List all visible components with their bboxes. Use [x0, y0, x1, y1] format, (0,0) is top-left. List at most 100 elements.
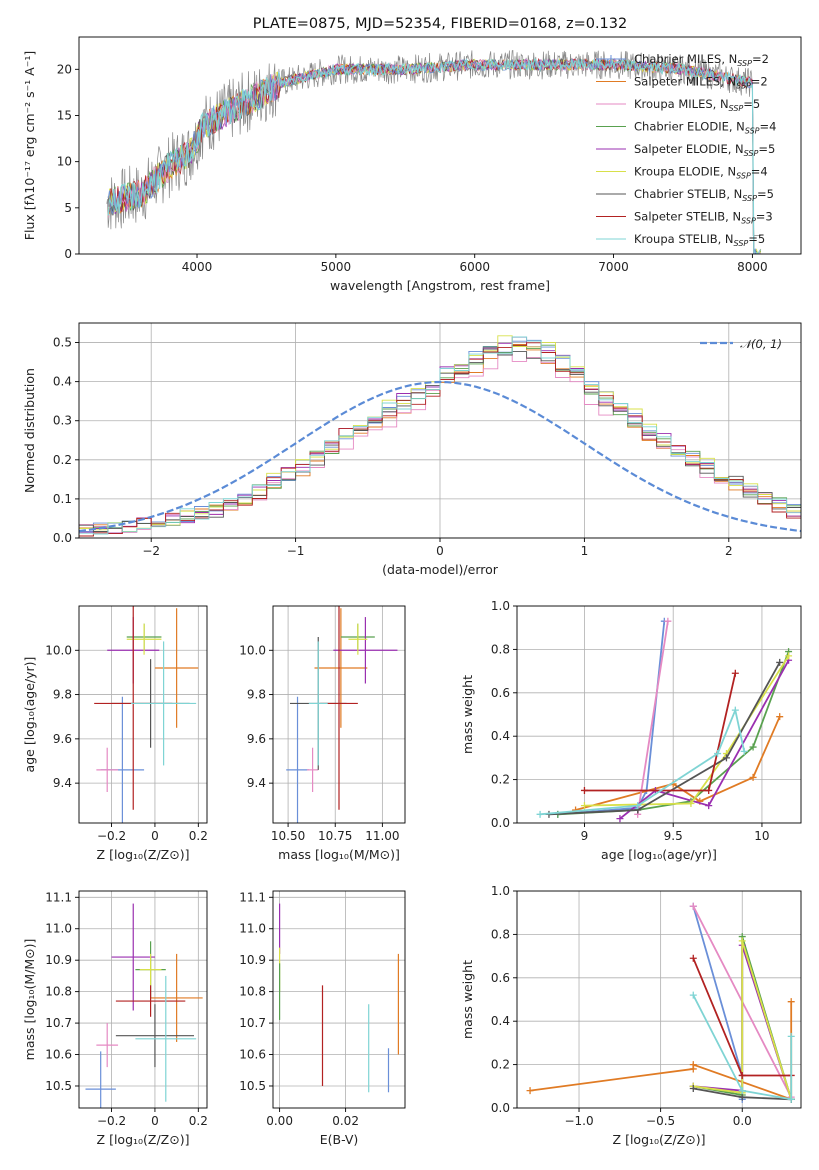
- x-tick-label: 9.5: [664, 829, 683, 843]
- x-tick-label: −0.5: [646, 1114, 675, 1128]
- x-axis-label: age [log₁₀(age/yr)]: [601, 847, 717, 862]
- weight-marker: [738, 1093, 746, 1101]
- plot-area-age-vs-Z: [79, 606, 207, 823]
- plot-area-weight-vs-age: [517, 606, 801, 823]
- x-axis-label: Z [log₁₀(Z/Z⊙)]: [97, 847, 190, 862]
- weight-marker: [664, 617, 672, 625]
- y-tick-label: 0.6: [491, 971, 510, 985]
- plot-area-weight-vs-Z: [517, 891, 801, 1108]
- weight-marker: [785, 652, 793, 660]
- weight-marker: [689, 902, 697, 910]
- x-tick-label: 8000: [737, 260, 768, 274]
- legend-entry: Salpeter MILES, NSSP=2: [634, 75, 768, 91]
- y-tick-label: 9.6: [53, 732, 72, 746]
- x-tick-label: 2: [725, 544, 733, 558]
- legend-entry: Kroupa STELIB, NSSP=5: [634, 232, 765, 248]
- legend-entry: Salpeter ELODIE, NSSP=5: [634, 142, 775, 158]
- y-tick-label: 1.0: [491, 884, 510, 898]
- axes-frame-spectrum: [78, 36, 802, 255]
- x-tick-label: 4000: [182, 260, 213, 274]
- y-tick-label: 0.2: [53, 453, 72, 467]
- weight-marker: [580, 802, 588, 810]
- x-tick-label: −1.0: [564, 1114, 593, 1128]
- weight-marker: [616, 815, 624, 823]
- x-axis-label: mass [log₁₀(M/M⊙)]: [278, 847, 400, 862]
- y-tick-label: 0.5: [53, 336, 72, 350]
- weight-marker: [687, 799, 695, 807]
- weight-marker: [731, 706, 739, 714]
- legend-entry: Salpeter STELIB, NSSP=3: [634, 210, 773, 226]
- y-tick-label: 0.4: [491, 1014, 510, 1028]
- x-tick-label: 0.2: [189, 829, 208, 843]
- y-axis-label: Normed distribution: [22, 368, 37, 493]
- weight-line: [693, 940, 793, 1100]
- y-tick-label: 11.0: [45, 922, 72, 936]
- y-tick-label: 15: [57, 108, 72, 122]
- plot-area-mass-vs-ebv: [273, 891, 405, 1108]
- y-tick-label: 10.0: [45, 643, 72, 657]
- y-tick-label: 0: [64, 247, 72, 261]
- x-axis-label: wavelength [Angstrom, rest frame]: [330, 278, 550, 293]
- gaussian-curve: [79, 380, 801, 533]
- weight-marker: [689, 991, 697, 999]
- weight-marker: [705, 802, 713, 810]
- axes-frame-age-vs-mass: [272, 605, 406, 824]
- weight-marker: [689, 954, 697, 962]
- axes-frame-age-vs-Z: [78, 605, 208, 824]
- x-axis-label: (data-model)/error: [382, 562, 499, 577]
- weight-marker: [722, 754, 730, 762]
- y-tick-label: 10.7: [239, 1016, 266, 1030]
- weight-marker: [731, 669, 739, 677]
- y-tick-label: 0.3: [53, 414, 72, 428]
- figure-title: PLATE=0875, MJD=52354, FIBERID=0168, z=0…: [253, 16, 627, 32]
- y-tick-label: 5: [64, 201, 72, 215]
- weight-marker: [714, 750, 722, 758]
- weight-marker: [689, 1061, 697, 1069]
- x-tick-label: −2: [142, 544, 160, 558]
- y-tick-label: 10.5: [239, 1079, 266, 1093]
- x-tick-label: 5000: [321, 260, 352, 274]
- weight-marker: [787, 1095, 795, 1103]
- y-tick-label: 9.6: [247, 732, 266, 746]
- x-axis-label: Z [log₁₀(Z/Z⊙)]: [97, 1132, 190, 1147]
- legend-entry: Chabrier STELIB, NSSP=5: [634, 187, 774, 203]
- x-tick-label: 11.00: [365, 829, 399, 843]
- weight-marker: [740, 747, 748, 755]
- y-tick-label: 10.9: [239, 953, 266, 967]
- x-tick-label: 0.2: [189, 1114, 208, 1128]
- legend-entry: Chabrier MILES, NSSP=2: [634, 52, 769, 68]
- y-tick-label: 9.8: [247, 688, 266, 702]
- weight-marker: [634, 802, 642, 810]
- y-tick-label: 0.6: [491, 686, 510, 700]
- weight-marker: [776, 658, 784, 666]
- x-tick-label: 0.0: [733, 1114, 752, 1128]
- y-axis-label: mass weight: [460, 675, 475, 754]
- y-axis-label: mass weight: [460, 960, 475, 1039]
- axes-frame-mass-vs-Z: [78, 890, 208, 1109]
- y-axis-label: mass [log₁₀(M/M⊙)]: [22, 939, 37, 1061]
- weight-marker: [787, 998, 795, 1006]
- y-tick-label: 0.0: [53, 531, 72, 545]
- y-tick-label: 11.1: [239, 890, 266, 904]
- x-tick-label: −0.2: [97, 829, 126, 843]
- x-tick-label: 9: [581, 829, 589, 843]
- weight-line: [692, 994, 793, 1101]
- weight-marker: [738, 937, 746, 945]
- legend-entry: 𝒩(0, 1): [740, 337, 782, 351]
- y-tick-label: 10.6: [239, 1048, 266, 1062]
- axes-frame-weight-vs-age: [516, 605, 802, 824]
- weight-marker: [787, 1032, 795, 1040]
- x-tick-label: 0.02: [332, 1114, 359, 1128]
- y-tick-label: 0.1: [53, 492, 72, 506]
- weight-marker: [738, 1087, 746, 1095]
- y-tick-label: 0.2: [491, 773, 510, 787]
- x-tick-label: 6000: [459, 260, 490, 274]
- plot-area-residuals: [79, 323, 801, 538]
- x-tick-label: 0.00: [266, 1114, 293, 1128]
- plot-area-spectrum: [106, 49, 762, 254]
- y-tick-label: 0.0: [491, 1101, 510, 1115]
- y-tick-label: 10.8: [45, 985, 72, 999]
- x-tick-label: 10.50: [271, 829, 305, 843]
- weight-marker: [689, 1084, 697, 1092]
